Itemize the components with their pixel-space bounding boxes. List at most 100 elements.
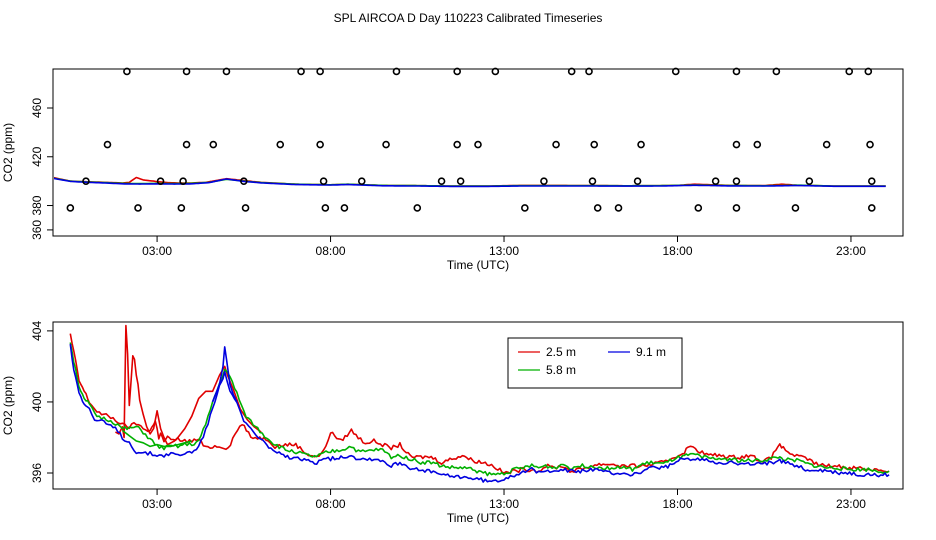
y-tick-label: 396: [30, 463, 44, 483]
calibration-point: [222, 67, 231, 76]
calibration-point: [241, 204, 250, 212]
series-line-2-5-m: [69, 333, 890, 475]
calibration-point: [156, 177, 165, 185]
x-tick-label: 18:00: [662, 244, 692, 258]
plot-frame: [52, 321, 904, 490]
calibration-point: [316, 67, 324, 76]
calibration-point: [867, 177, 876, 185]
calibration-point: [177, 204, 186, 212]
x-tick-label: 03:00: [142, 244, 172, 258]
calibration-point: [540, 177, 548, 185]
plot-area: [54, 176, 886, 188]
calibration-point: [413, 204, 422, 212]
x-tick-label: 13:00: [489, 497, 519, 511]
legend-label: 2.5 m: [546, 345, 576, 359]
series-peak-2-5-m: [115, 324, 262, 446]
x-tick-label: 08:00: [316, 244, 346, 258]
x-axis-label: Time (UTC): [447, 258, 509, 272]
calibration-point: [297, 67, 305, 76]
x-axis-label: Time (UTC): [447, 511, 509, 525]
calibration-point: [521, 204, 529, 212]
x-tick-label: 18:00: [662, 497, 692, 511]
calibration-point: [867, 204, 876, 212]
calibration-point: [276, 140, 285, 149]
calibration-point: [805, 177, 814, 185]
calibration-point: [822, 140, 831, 149]
calibration-point: [732, 204, 741, 212]
calibration-point: [590, 140, 599, 149]
top-panel: 03:00 08:00 13:00 18:00 23:00 380 420 460 360 Tim…: [1, 67, 904, 272]
legend-label: 9.1 m: [636, 345, 666, 359]
legend-label: 5.8 m: [546, 363, 576, 377]
calibration-point: [585, 67, 593, 76]
x-tick-label: 08:00: [316, 497, 346, 511]
calibration-point: [491, 67, 500, 76]
calibration-point: [753, 140, 762, 149]
series-peak-5-8-m: [121, 429, 192, 448]
calibration-point: [614, 204, 623, 212]
series-line-5-8-m: [69, 342, 890, 477]
series-line-9-1-m: [54, 177, 886, 188]
calibration-point: [123, 67, 131, 76]
calibration-point: [316, 140, 324, 149]
calibration-point: [671, 67, 680, 76]
calibration-point: [732, 140, 741, 149]
calibration-point: [66, 204, 75, 212]
y-tick-label: 404: [30, 321, 44, 341]
calibration-point: [179, 177, 187, 185]
plot-area: [69, 324, 890, 483]
y-tick-label: 380: [30, 195, 44, 215]
calibration-point: [456, 177, 465, 185]
calibration-point: [319, 177, 328, 185]
y-tick-label: 460: [30, 98, 44, 118]
calibration-point: [593, 204, 602, 212]
calibration-point: [845, 67, 854, 76]
y-tick-label: 360: [30, 220, 44, 240]
bottom-panel: 03:00 08:00 13:00 18:00 23:00 396 400 404 Time (…: [1, 321, 904, 525]
calibration-point: [864, 67, 873, 76]
x-tick-label: 23:00: [836, 244, 866, 258]
y-tick-label: 420: [30, 146, 44, 166]
calibration-point: [182, 67, 191, 76]
calibration-point: [588, 177, 597, 185]
legend-box: [507, 337, 683, 389]
calibration-point: [791, 204, 800, 212]
y-tick-label: 400: [30, 392, 44, 412]
calibration-point: [772, 67, 781, 76]
chart-title: SPL AIRCOA D Day 110223 Calibrated Times…: [334, 11, 603, 25]
calibration-point: [182, 140, 191, 149]
calibration-point: [134, 204, 142, 212]
calibration-point: [711, 177, 720, 185]
calibration-point: [732, 67, 741, 76]
calibration-point: [633, 177, 642, 185]
calibration-point: [82, 177, 90, 185]
y-axis-label: CO2 (ppm): [1, 123, 15, 182]
calibration-point: [209, 140, 218, 149]
plot-frame: [52, 68, 904, 237]
calibration-point: [732, 177, 741, 185]
x-tick-label: 23:00: [836, 497, 866, 511]
calibration-point: [694, 204, 703, 212]
calibration-point: [453, 140, 461, 149]
calibration-point: [357, 177, 366, 185]
calibration-point: [567, 67, 576, 76]
calibration-point: [637, 140, 645, 149]
calibration-point: [392, 67, 401, 76]
x-tick-label: 13:00: [489, 244, 519, 258]
x-tick-label: 03:00: [142, 497, 172, 511]
calibration-point: [552, 140, 560, 149]
calibration-point: [321, 204, 330, 212]
calibration-point: [866, 140, 874, 149]
y-axis-label: CO2 (ppm): [1, 376, 15, 435]
calibration-point: [474, 140, 482, 149]
calibration-point: [240, 177, 248, 185]
calibration-point: [340, 204, 349, 212]
legend: 2.5 m 9.1 m 5.8 m: [507, 337, 683, 389]
calibration-point: [103, 140, 112, 149]
calibration-point: [437, 177, 446, 185]
series-peak-9-1-m: [211, 346, 238, 403]
calibration-point: [453, 67, 461, 76]
series-line-9-1-m: [69, 344, 890, 483]
calibration-point: [382, 140, 390, 149]
